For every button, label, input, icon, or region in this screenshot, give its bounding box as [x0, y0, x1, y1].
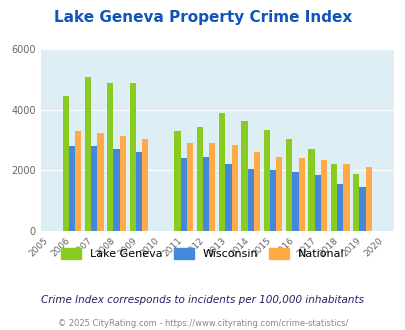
- Bar: [85, 77, 91, 231]
- Bar: [320, 160, 326, 231]
- Bar: [231, 145, 237, 231]
- Legend: Lake Geneva, Wisconsin, National: Lake Geneva, Wisconsin, National: [57, 244, 348, 263]
- Bar: [68, 146, 75, 231]
- Bar: [186, 143, 193, 231]
- Bar: [174, 131, 180, 231]
- Bar: [275, 157, 282, 231]
- Bar: [358, 187, 365, 231]
- Bar: [263, 130, 269, 231]
- Bar: [314, 175, 320, 231]
- Bar: [298, 158, 304, 231]
- Bar: [330, 164, 336, 231]
- Bar: [75, 131, 81, 231]
- Bar: [196, 127, 202, 231]
- Text: Crime Index corresponds to incidents per 100,000 inhabitants: Crime Index corresponds to incidents per…: [41, 295, 364, 305]
- Bar: [218, 113, 225, 231]
- Bar: [142, 139, 148, 231]
- Bar: [136, 152, 142, 231]
- Bar: [180, 158, 186, 231]
- Text: Lake Geneva Property Crime Index: Lake Geneva Property Crime Index: [54, 10, 351, 25]
- Bar: [241, 120, 247, 231]
- Bar: [119, 136, 126, 231]
- Bar: [209, 143, 215, 231]
- Bar: [97, 133, 103, 231]
- Bar: [113, 149, 119, 231]
- Bar: [269, 171, 275, 231]
- Bar: [253, 152, 260, 231]
- Bar: [292, 172, 298, 231]
- Bar: [286, 139, 292, 231]
- Bar: [336, 184, 343, 231]
- Bar: [247, 169, 253, 231]
- Bar: [129, 83, 136, 231]
- Bar: [225, 164, 231, 231]
- Bar: [107, 83, 113, 231]
- Bar: [352, 174, 358, 231]
- Text: © 2025 CityRating.com - https://www.cityrating.com/crime-statistics/: © 2025 CityRating.com - https://www.city…: [58, 319, 347, 328]
- Bar: [365, 167, 371, 231]
- Bar: [91, 146, 97, 231]
- Bar: [308, 149, 314, 231]
- Bar: [202, 157, 209, 231]
- Bar: [62, 96, 68, 231]
- Bar: [343, 164, 349, 231]
